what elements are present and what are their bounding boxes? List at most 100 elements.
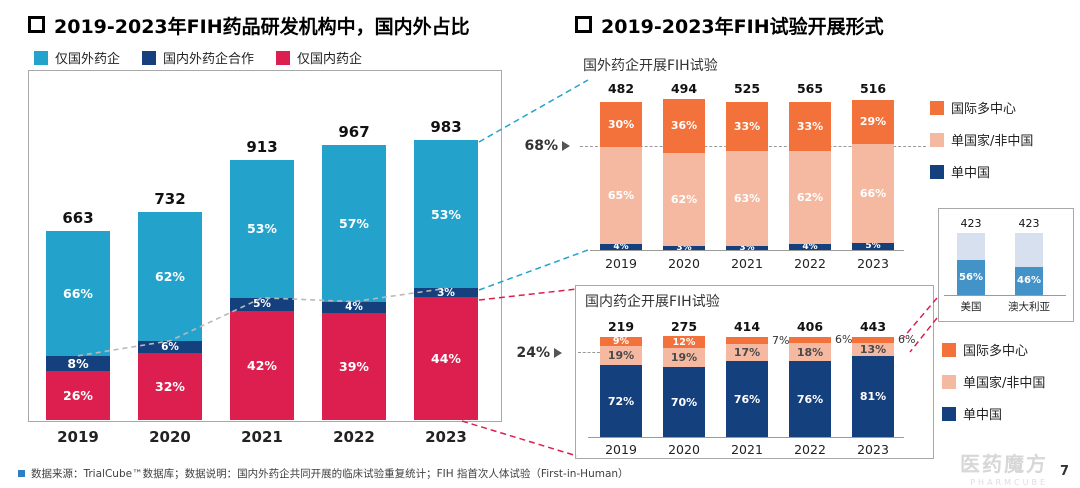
bar-segment: 62% [789,151,831,244]
bar-total: 443 [859,319,887,334]
outside-segment-label: 7% [772,333,790,347]
bar-total: 983 [430,118,462,136]
bar-segment: 3% [414,287,478,299]
bar-total: 732 [154,189,186,208]
footer-note-text: 数据来源：TrialCube™数据库；数据说明：国内外药企共同开展的临床试验重复… [31,468,629,480]
bar-total: 219 [607,319,635,334]
legend-swatch-icon [142,50,157,65]
segment-label: 19% [607,349,635,362]
segment-label: 19% [670,351,698,364]
segment-label: 39% [339,358,369,374]
legend-swatch-icon [942,342,956,357]
legend-item: 单国家/非中国 [930,130,1033,149]
segment-label: 18% [796,345,824,359]
segment-label: 17% [733,346,761,359]
segment-label: 4% [345,301,363,314]
domestic-chart-legend: 国际多中心 单国家/非中国 单中国 [942,340,1045,436]
footer-bullet-icon [18,470,25,477]
domestic-axis-line [588,437,904,438]
segment-label: 33% [733,119,761,133]
segment-label: 62% [796,191,824,204]
segment-label: 6% [161,341,179,354]
left-chart-title: 2019-2023年FIH药品研发机构中，国内外占比 [28,12,470,39]
bar-segment: 70% [663,367,705,437]
bar-segment: 81% [852,356,894,437]
bar-total: 423 [1018,217,1040,230]
segment-label: 36% [670,119,698,132]
segment-label: 56% [959,272,983,284]
legend-swatch-icon [34,50,48,65]
bar-segment: 33% [726,101,768,151]
bar-segment: 56% [957,260,985,295]
bar-segment: 12% [663,336,705,348]
segment-label: 76% [733,392,761,406]
domestic-callout-value: 24% [516,345,550,361]
bar-segment: 18% [789,343,831,361]
bar-segment: 8% [46,355,110,371]
bar-segment: 5% [230,297,294,311]
segment-label: 46% [1017,275,1041,287]
bar-segment: 62% [663,152,705,246]
bar-segment: 66% [852,143,894,243]
square-bullet-icon [28,16,45,33]
bar-segment: 76% [789,361,831,437]
legend-item: 单中国 [930,162,1033,181]
segment-label: 3% [739,242,755,253]
segment-label: 65% [607,188,635,202]
bar-segment: 63% [726,151,768,246]
bar-segment: 65% [600,146,642,244]
axis-category: 2023 [425,428,467,446]
bar-segment: 46% [1015,266,1043,295]
bar-segment: 30% [600,101,642,147]
bar-segment: 62% [138,211,202,341]
legend-label: 国际多中心 [951,102,1017,117]
domestic-chart-subtitle: 国内药企开展FIH试验 [585,294,720,310]
legend-item: 仅国内药企 [276,48,362,67]
bar-total: 913 [246,137,278,156]
segment-label: 53% [247,221,277,237]
axis-category: 澳大利亚 [1008,301,1050,313]
legend-label: 单中国 [963,408,1003,423]
domestic-chart-box [575,285,934,459]
axis-category: 2022 [333,428,375,446]
bar-total: 423 [960,217,982,230]
legend-label: 国际多中心 [963,344,1029,359]
segment-label: 29% [859,115,887,129]
segment-label: 12% [672,336,696,348]
legend-swatch-icon [930,100,944,115]
arrow-right-icon [562,141,570,151]
bar-segment: 44% [414,296,478,420]
bar-segment: 9% [600,336,642,347]
bar-segment [1015,233,1043,267]
foreign-axis-line [590,250,904,251]
left-chart-legend: 仅国外药企 国内外药企合作 仅国内药企 [34,48,362,67]
inset-chart-box [938,208,1074,322]
page-number: 7 [1060,464,1070,479]
segment-label: 72% [607,394,635,408]
bar-segment: 39% [322,312,386,420]
axis-category: 2019 [605,256,637,271]
segment-label: 4% [613,242,629,252]
legend-swatch-icon [930,164,944,179]
segment-label: 63% [733,191,761,205]
bar-segment: 4% [600,242,642,252]
legend-item: 仅国外药企 [34,48,120,67]
segment-label: 81% [859,390,887,403]
axis-category: 2022 [794,442,826,457]
left-chart-title-text: 2019-2023年FIH药品研发机构中，国内外占比 [54,16,470,38]
legend-swatch-icon [942,406,956,421]
bar-segment: 5% [852,241,894,251]
bar-total: 406 [796,319,824,334]
segment-label: 32% [155,379,185,395]
segment-label: 33% [796,119,824,133]
bar-total: 565 [796,81,824,96]
domestic-callout-line [578,352,600,353]
bar-segment: 6% [138,340,202,354]
legend-item: 国内外药企合作 [142,48,254,67]
bar-segment: 4% [789,242,831,252]
axis-category: 2021 [731,256,763,271]
bar-segment: 19% [600,346,642,365]
watermark-cn: 医药魔方 [960,452,1048,476]
foreign-chart-subtitle: 国外药企开展FIH试验 [583,58,718,74]
